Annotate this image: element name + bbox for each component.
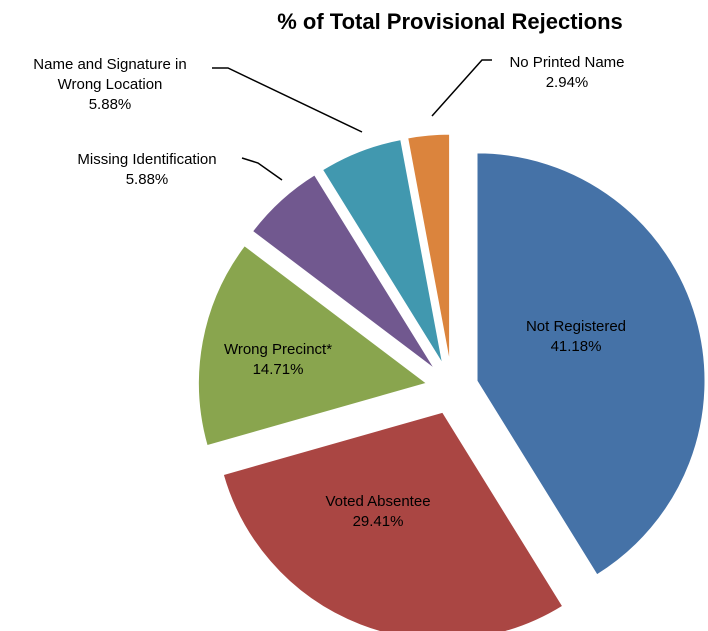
value-label: 14.71% — [252, 361, 304, 378]
pie-slice — [251, 174, 435, 370]
leader-line — [431, 59, 492, 117]
leader-line — [241, 157, 283, 181]
slice-label: Not Registered 41.18% — [476, 317, 676, 357]
pie-slice — [476, 152, 706, 576]
pie-slice — [197, 245, 428, 447]
category-label: Not Registered — [525, 318, 627, 335]
category-label: Missing Identification — [77, 151, 217, 168]
category-label: No Printed Name — [509, 54, 625, 71]
leader-line — [212, 67, 363, 133]
slice-label: Name and Signature in Wrong Location 5.88… — [10, 55, 210, 115]
value-label: 29.41% — [352, 513, 404, 530]
category-label: Voted Absentee — [325, 493, 431, 510]
chart-title: % of Total Provisional Rejections — [277, 9, 623, 34]
slice-label: No Printed Name 2.94% — [467, 53, 667, 93]
slice-label: Voted Absentee 29.41% — [278, 492, 478, 532]
slice-label: Missing Identification 5.88% — [47, 150, 247, 190]
pie-slice — [222, 411, 564, 631]
pie-slice — [407, 133, 451, 363]
category-label: Wrong Precinct* — [223, 341, 333, 358]
value-label: 5.88% — [125, 171, 169, 188]
slice-label: Wrong Precinct* 14.71% — [178, 340, 378, 380]
value-label: 2.94% — [545, 74, 589, 91]
pie-slice — [321, 139, 444, 365]
value-label: 5.88% — [88, 96, 132, 113]
value-label: 41.18% — [550, 338, 602, 355]
category-label: Name and Signature in Wrong Location — [33, 56, 187, 93]
